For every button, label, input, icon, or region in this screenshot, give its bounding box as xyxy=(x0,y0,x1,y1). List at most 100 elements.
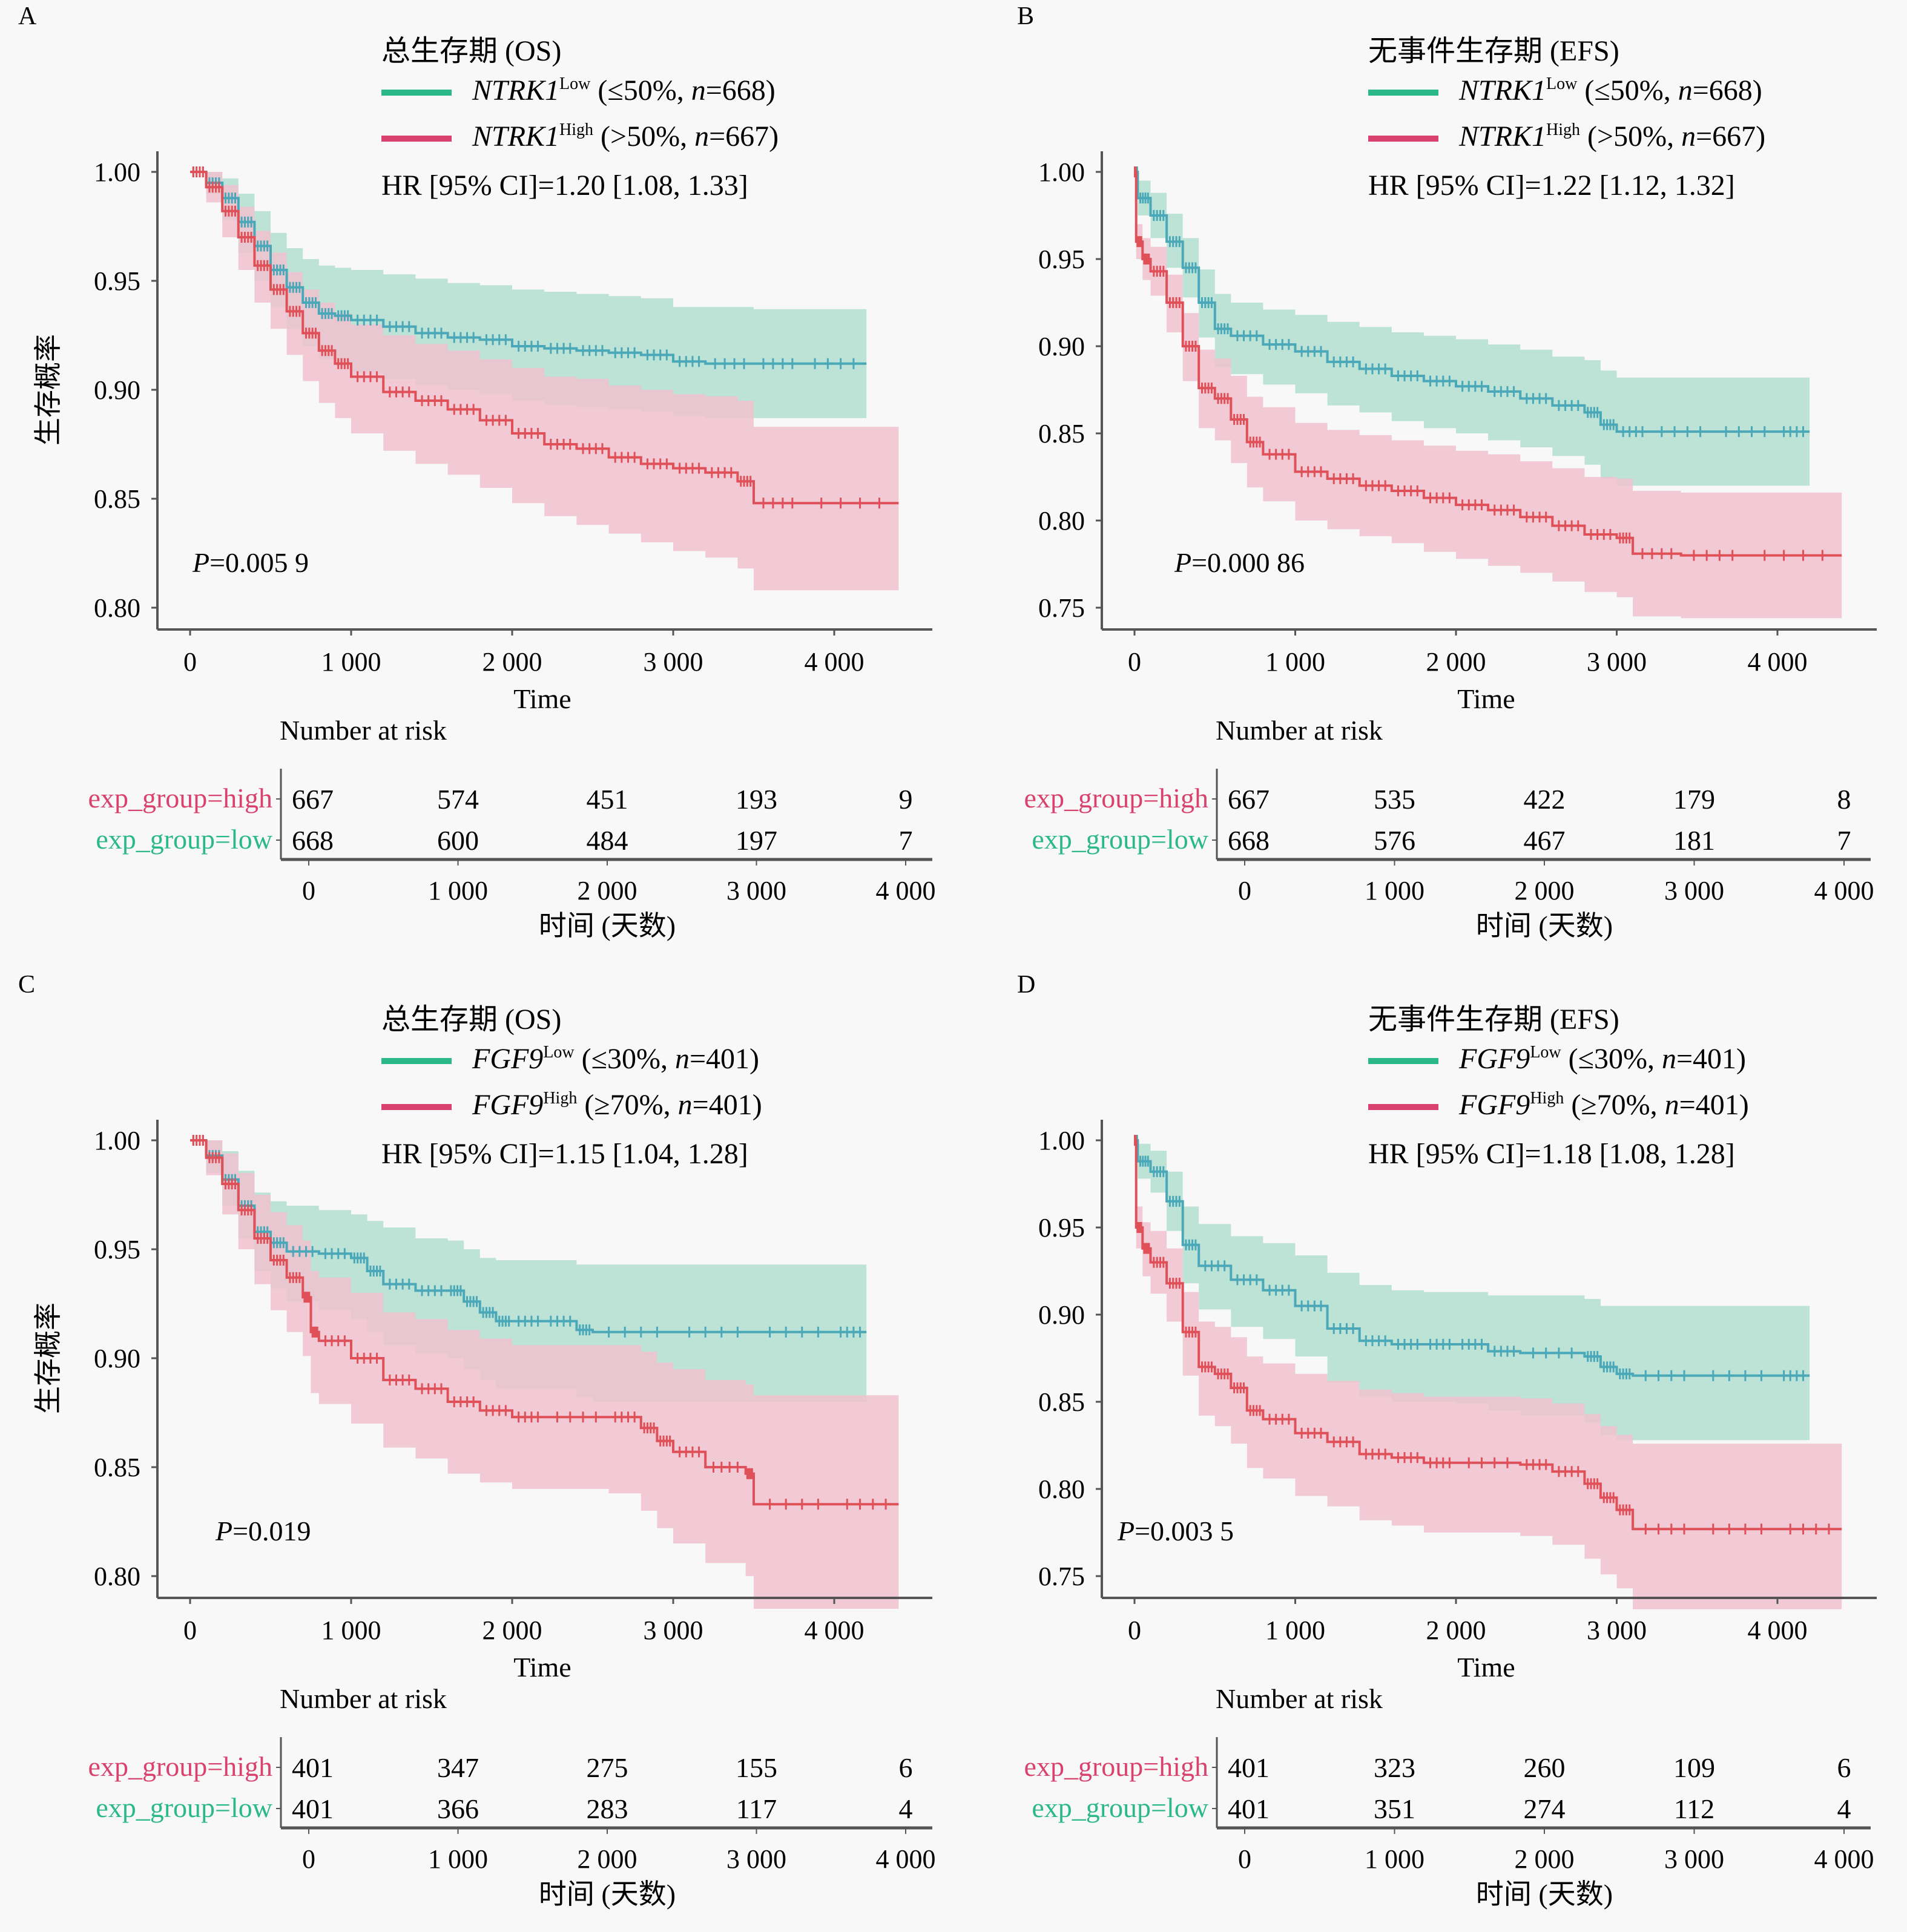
legend-label-low: FGF9Low (≤30%, n=401) xyxy=(472,1043,759,1075)
x-tick-label: 1 000 xyxy=(321,647,381,677)
x-tick-label: 4 000 xyxy=(805,1615,865,1645)
legend-label-high: FGF9High (≥70%, n=401) xyxy=(472,1089,762,1121)
hr-text: HR [95% CI]=1.20 [1.08, 1.33] xyxy=(381,169,748,202)
y-tick-label: 0.85 xyxy=(94,484,140,514)
risk-row-label-low: exp_group=low xyxy=(1032,1792,1208,1823)
risk-x-tick-label: 4 000 xyxy=(876,876,936,905)
risk-value: 112 xyxy=(1674,1793,1714,1824)
y-tick-label: 0.80 xyxy=(94,1562,140,1591)
survival-curve-low xyxy=(1135,1139,1810,1377)
risk-x-tick-label: 2 000 xyxy=(1515,876,1575,905)
x-tick-label: 0 xyxy=(183,1615,197,1645)
risk-x-tick-label: 0 xyxy=(1238,1844,1251,1874)
survival-curve-high xyxy=(1135,171,1842,557)
x-axis-title: Time xyxy=(1457,1652,1515,1683)
y-tick-label: 0.80 xyxy=(1038,1474,1085,1504)
legend-label-high: NTRK1High (>50%, n=667) xyxy=(472,120,779,153)
risk-value: 260 xyxy=(1524,1752,1566,1783)
risk-x-tick-label: 0 xyxy=(1238,876,1251,905)
x-axis-title: Time xyxy=(513,1652,571,1683)
risk-value: 347 xyxy=(437,1752,479,1783)
y-axis-title: 生存概率 xyxy=(33,1303,64,1414)
risk-value: 484 xyxy=(587,825,628,856)
y-tick-label: 0.85 xyxy=(1038,419,1085,448)
y-tick-label: 1.00 xyxy=(94,157,140,187)
risk-value: 667 xyxy=(1228,784,1270,815)
y-tick-label: 0.85 xyxy=(1038,1387,1085,1417)
risk-value: 109 xyxy=(1673,1752,1715,1783)
risk-x-axis-title: 时间 (天数) xyxy=(539,910,676,941)
ci-band-high xyxy=(1135,1140,1842,1609)
x-tick-label: 0 xyxy=(1128,647,1141,677)
x-tick-label: 2 000 xyxy=(483,1615,542,1645)
ci-band-high xyxy=(190,1140,899,1609)
x-tick-label: 0 xyxy=(1128,1615,1141,1645)
risk-x-tick-label: 4 000 xyxy=(1814,876,1874,905)
y-tick-label: 0.95 xyxy=(1038,1213,1085,1243)
risk-row-label-low: exp_group=low xyxy=(1032,824,1208,855)
risk-value: 7 xyxy=(1837,825,1851,856)
chart-title: 无事件生存期 (EFS) xyxy=(1368,35,1619,67)
y-tick-label: 0.75 xyxy=(1038,1562,1085,1591)
risk-value: 401 xyxy=(1228,1793,1270,1824)
risk-value: 467 xyxy=(1524,825,1566,856)
risk-value: 576 xyxy=(1374,825,1415,856)
panel-letter: B xyxy=(1017,2,1034,30)
x-tick-label: 4 000 xyxy=(1748,1615,1808,1645)
ci-band-high xyxy=(1135,172,1842,619)
x-tick-label: 3 000 xyxy=(1587,647,1647,677)
risk-value: 323 xyxy=(1374,1752,1415,1783)
risk-value: 197 xyxy=(736,825,777,856)
p-value: P=0.019 xyxy=(215,1516,311,1546)
risk-value: 600 xyxy=(437,825,479,856)
legend-label-low: NTRK1Low (≤50%, n=668) xyxy=(472,74,776,107)
panel-letter: A xyxy=(18,2,37,30)
y-tick-label: 0.95 xyxy=(94,266,140,296)
x-tick-label: 3 000 xyxy=(644,1615,703,1645)
hr-text: HR [95% CI]=1.15 [1.04, 1.28] xyxy=(381,1138,748,1170)
risk-table-title: Number at risk xyxy=(280,1683,447,1714)
y-tick-label: 0.85 xyxy=(94,1453,140,1482)
risk-x-tick-label: 1 000 xyxy=(1365,876,1424,905)
risk-table-title: Number at risk xyxy=(280,715,447,746)
y-tick-label: 1.00 xyxy=(94,1126,140,1155)
risk-value: 283 xyxy=(587,1793,628,1824)
risk-value: 668 xyxy=(1228,825,1270,856)
risk-x-tick-label: 2 000 xyxy=(578,1844,637,1874)
risk-row-label-high: exp_group=high xyxy=(88,783,272,813)
risk-x-tick-label: 3 000 xyxy=(726,876,786,905)
survival-curve-high xyxy=(190,171,899,505)
risk-value: 9 xyxy=(899,784,913,815)
y-tick-label: 0.90 xyxy=(1038,332,1085,361)
risk-value: 193 xyxy=(736,784,777,815)
ci-band-low xyxy=(1135,1140,1810,1441)
x-tick-label: 0 xyxy=(183,647,197,677)
risk-row-label-high: exp_group=high xyxy=(1024,1751,1208,1782)
risk-value: 155 xyxy=(736,1752,777,1783)
risk-value: 179 xyxy=(1673,784,1715,815)
survival-curve-low xyxy=(190,171,867,365)
risk-value: 181 xyxy=(1673,825,1715,856)
risk-value: 667 xyxy=(292,784,334,815)
survival-curve-high xyxy=(190,1139,899,1506)
risk-value: 351 xyxy=(1374,1793,1415,1824)
p-value: P=0.003 5 xyxy=(1117,1516,1234,1546)
x-tick-label: 4 000 xyxy=(805,647,865,677)
risk-value: 4 xyxy=(899,1793,913,1824)
panel-letter: C xyxy=(18,971,35,999)
risk-x-tick-label: 4 000 xyxy=(1814,1844,1874,1874)
x-tick-label: 2 000 xyxy=(483,647,542,677)
x-tick-label: 3 000 xyxy=(644,647,703,677)
risk-value: 574 xyxy=(437,784,479,815)
x-tick-label: 1 000 xyxy=(1265,1615,1325,1645)
x-tick-label: 2 000 xyxy=(1426,647,1486,677)
x-axis-title: Time xyxy=(1457,683,1515,714)
risk-value: 7 xyxy=(899,825,913,856)
risk-value: 401 xyxy=(292,1793,334,1824)
risk-value: 401 xyxy=(292,1752,334,1783)
risk-x-tick-label: 3 000 xyxy=(1664,1844,1724,1874)
risk-row-label-low: exp_group=low xyxy=(96,1792,272,1823)
risk-table-title: Number at risk xyxy=(1216,1683,1383,1714)
y-tick-label: 0.95 xyxy=(94,1235,140,1264)
